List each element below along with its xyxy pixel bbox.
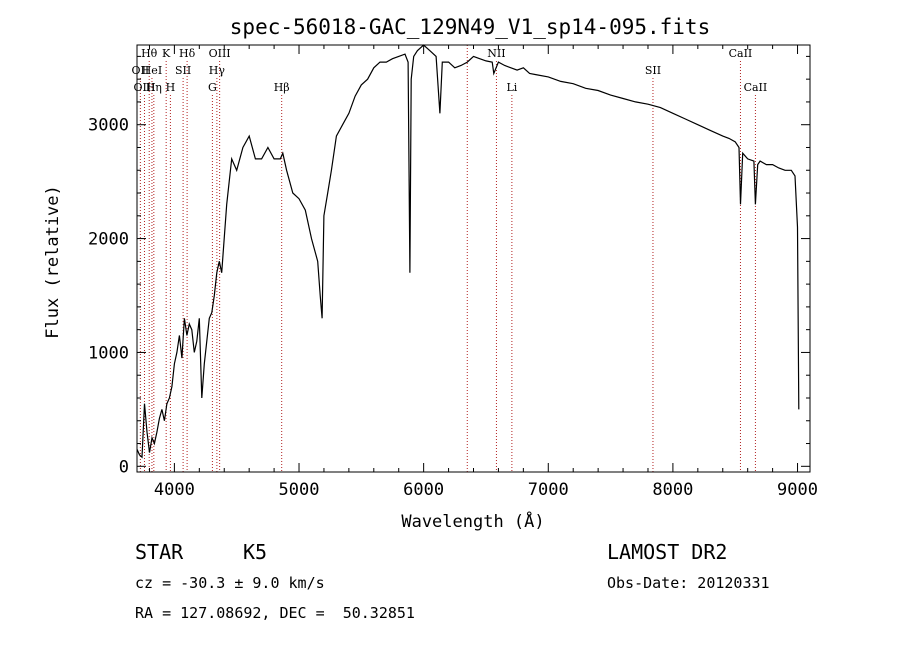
plot-frame	[136, 44, 811, 473]
series-line-flux	[136, 44, 800, 459]
line-label-3: HeI	[142, 64, 162, 77]
coordinates: RA = 127.08692, DEC = 50.32851	[135, 604, 415, 622]
y-tick-label-2: 2000	[88, 230, 129, 250]
line-label-0: Hθ	[141, 47, 158, 60]
line-label-5: K	[162, 47, 171, 60]
x-tick-label-3: 7000	[528, 480, 569, 500]
y-tick-label-0: 0	[119, 457, 129, 477]
x-tick-label-0: 4000	[154, 480, 195, 500]
line-label-18: CaII	[744, 81, 768, 94]
line-label-13: NII	[487, 47, 505, 60]
line-label-7: SII	[175, 64, 191, 77]
line-label-12: Hβ	[274, 81, 290, 94]
line-label-4: Hη	[146, 81, 162, 94]
line-label-8: Hδ	[179, 47, 196, 60]
survey-name: LAMOST DR2	[607, 540, 728, 564]
line-label-9: OIII	[209, 47, 231, 60]
observation-date: Obs-Date: 20120331	[607, 574, 770, 592]
x-axis: 4000 5000 6000 7000 8000 9000	[148, 45, 818, 500]
x-axis-title: Wavelength (Å)	[401, 510, 544, 532]
spectral-line-markers: Hθ OII OIII HeI Hη K H SII Hδ OIII Hγ G Hβ NII Li SII Ca…	[132, 45, 768, 472]
series-layer	[136, 44, 800, 459]
redshift-velocity: cz = -30.3 ± 9.0 km/s	[135, 574, 325, 592]
x-tick-label-1: 5000	[279, 480, 320, 500]
x-tick-label-5: 9000	[777, 480, 818, 500]
subclass: K5	[243, 540, 268, 564]
object-type: STAR	[135, 540, 184, 564]
chart-title: spec-56018-GAC_129N49_V1_sp14-095.fits	[230, 15, 710, 39]
line-label-1: OII	[132, 64, 150, 77]
y-tick-label-1: 1000	[88, 343, 129, 363]
y-axis-title: Flux (relative)	[43, 185, 63, 339]
x-tick-label-4: 8000	[652, 480, 693, 500]
line-label-17: CaII	[729, 47, 753, 60]
x-tick-label-2: 6000	[403, 480, 444, 500]
line-label-16: SII	[645, 64, 661, 77]
y-axis: 0 1000 2000 3000	[88, 55, 810, 477]
y-tick-label-3: 3000	[88, 116, 129, 136]
line-label-11: G	[208, 81, 217, 94]
line-label-2: OIII	[133, 81, 155, 94]
line-label-14: Li	[506, 81, 517, 94]
line-label-6: H	[166, 81, 176, 94]
line-label-10: Hγ	[209, 64, 226, 77]
